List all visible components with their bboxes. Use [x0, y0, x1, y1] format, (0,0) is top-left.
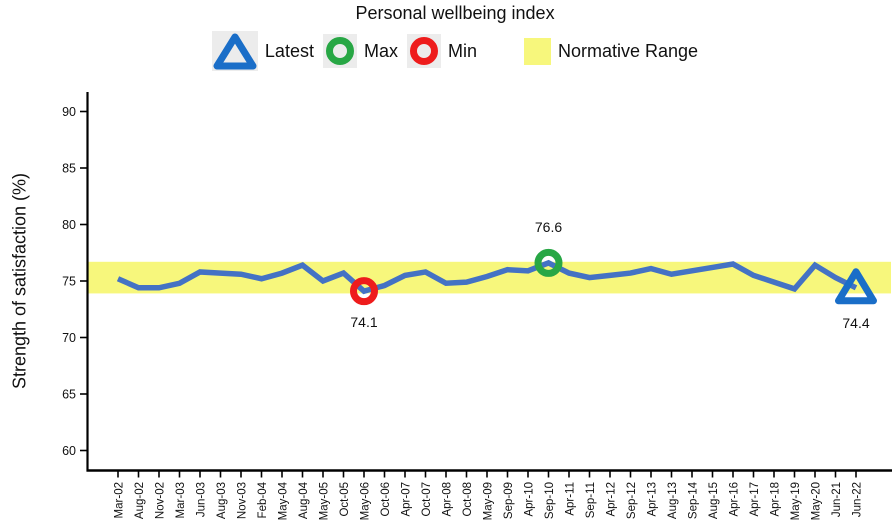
x-tick-label: Jun-22 — [852, 482, 864, 517]
x-tick-label: Aug-04 — [298, 481, 310, 519]
min-marker-icon — [350, 277, 378, 306]
latest-annotation-label: 74.4 — [842, 315, 869, 331]
x-tick-label: Apr-08 — [442, 482, 454, 517]
legend-item-max: Max — [322, 34, 398, 68]
chart-legend: Latest Max Min Normative Range — [0, 30, 895, 72]
x-tick-label: Sep-09 — [503, 482, 515, 519]
x-tick-label: Apr-13 — [647, 482, 659, 517]
latest-marker-icon — [835, 268, 877, 305]
band-swatch-icon — [524, 37, 551, 65]
x-tick-label: Oct-08 — [462, 482, 474, 517]
x-tick-label: Aug-02 — [134, 482, 146, 519]
x-tick-label: Apr-07 — [401, 482, 413, 517]
triangle-outline-icon — [211, 31, 258, 71]
x-tick-label: Oct-06 — [380, 482, 392, 517]
x-tick-label: Apr-16 — [729, 482, 741, 517]
x-tick-label: Apr-10 — [524, 482, 536, 517]
x-tick-label: May-05 — [319, 482, 331, 520]
chart-title: Personal wellbeing index — [355, 3, 555, 23]
x-tick-label: Aug-03 — [216, 482, 228, 519]
legend-label-latest: Latest — [264, 40, 314, 61]
x-tick-label: Feb-04 — [257, 481, 269, 518]
legend-label-normative-range: Normative Range — [558, 40, 699, 61]
legend-item-normative-range: Normative Range — [486, 37, 699, 65]
legend-item-min: Min — [406, 34, 477, 68]
x-tick-label: May-20 — [811, 482, 823, 520]
y-tick-label: 80 — [62, 218, 76, 232]
x-tick-label: Oct-07 — [421, 482, 433, 517]
x-tick-label: Mar-03 — [175, 482, 187, 518]
x-tick-label: Jun-03 — [196, 482, 208, 517]
legend-item-latest: Latest — [211, 31, 314, 71]
x-tick-label: Sep-11 — [585, 482, 597, 518]
legend-label-min: Min — [447, 40, 477, 61]
x-tick-label: Oct-05 — [339, 482, 351, 517]
x-tick-label: Apr-17 — [749, 482, 761, 517]
x-tick-label: Jun-21 — [831, 482, 843, 517]
max-annotation-label: 76.6 — [535, 219, 562, 235]
y-tick-label: 85 — [62, 162, 76, 176]
x-tick-label: Aug-15 — [708, 482, 720, 519]
x-tick-label: Apr-11 — [565, 482, 577, 516]
x-tick-label: Mar-02 — [114, 482, 126, 518]
y-tick-label: 65 — [62, 388, 76, 402]
x-tick-label: May-06 — [360, 482, 372, 520]
x-tick-label: Nov-03 — [237, 482, 249, 519]
x-tick-label: Apr-12 — [606, 482, 618, 517]
x-tick-label: Sep-14 — [688, 481, 700, 519]
x-tick-label: Sep-10 — [544, 482, 556, 519]
max-marker-icon — [534, 248, 563, 277]
x-tick-label: Aug-13 — [667, 482, 679, 519]
y-tick-label: 70 — [62, 331, 76, 345]
y-tick-label: 75 — [62, 275, 76, 289]
x-tick-label: Apr-18 — [770, 482, 782, 517]
legend-label-max: Max — [363, 40, 398, 61]
min-annotation-label: 74.1 — [350, 314, 377, 330]
x-tick-label: May-19 — [790, 482, 802, 520]
x-tick-label: May-09 — [483, 482, 495, 520]
y-tick-label: 60 — [62, 444, 76, 458]
circle-outline-min-icon — [406, 34, 441, 68]
pwi-line-series — [116, 259, 858, 295]
y-tick-label: 90 — [62, 105, 76, 119]
x-tick-label: May-04 — [278, 481, 290, 520]
x-tick-label: Sep-12 — [626, 482, 638, 519]
circle-outline-max-icon — [322, 34, 357, 68]
x-tick-label: Nov-02 — [155, 482, 167, 519]
